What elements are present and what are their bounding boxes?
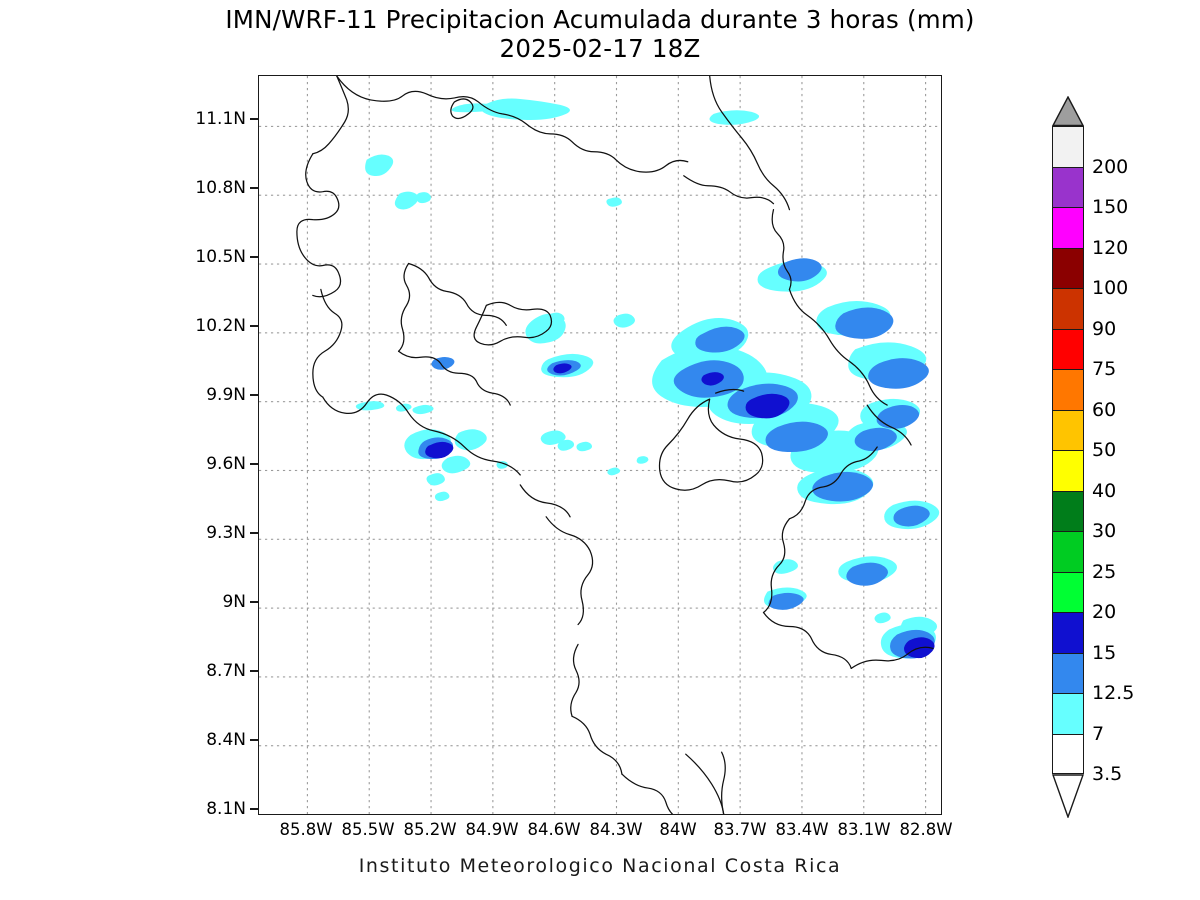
colorbar-tick-label: 50 [1092,439,1117,461]
colorbar-band[interactable] [1052,652,1084,693]
x-axis-tick-label: 83.7W [713,820,767,839]
y-axis-tick-mark [250,670,259,672]
x-axis-tick-label: 83.1W [837,820,891,839]
colorbar-band[interactable] [1052,531,1084,572]
y-axis-tick-mark [250,463,259,465]
x-axis-tick-label: 85.8W [279,820,333,839]
colorbar-band[interactable] [1052,733,1084,774]
y-axis-tick-label: 8.1N [206,799,246,819]
colorbar-band[interactable] [1052,247,1084,288]
colorbar-band[interactable] [1052,693,1084,734]
colorbar-tick-label: 12.5 [1092,682,1135,704]
y-axis-tick-mark [250,739,259,741]
y-axis-tick-label: 8.4N [206,730,246,750]
y-axis-tick-label: 9.9N [206,385,246,405]
colorbar-under-cap [1052,774,1084,820]
colorbar-tick-label: 30 [1092,520,1117,542]
y-axis-tick-mark [250,256,259,258]
grid-horizontal [259,125,941,747]
colorbar-band[interactable] [1052,369,1084,410]
colorbar-tick-label: 120 [1092,236,1129,259]
x-axis-tick-label: 84W [659,820,697,839]
title-line-main: IMN/WRF-11 Precipitacion Acumulada duran… [225,5,975,34]
map-canvas [259,76,941,814]
colorbar-band[interactable] [1052,450,1084,491]
colorbar-band[interactable] [1052,328,1084,369]
title-line-datetime: 2025-02-17 18Z [499,33,701,63]
x-axis-tick-label: 83.4W [775,820,829,839]
colorbar-band[interactable] [1052,288,1084,329]
colorbar-tick-label: 60 [1092,398,1117,421]
x-axis-tick-label: 82.8W [899,820,953,839]
colorbar-tick-label: 20 [1092,601,1117,623]
colorbar-tick-label: 100 [1092,277,1129,299]
y-axis-tick-mark [250,808,259,810]
page-title: IMN/WRF-11 Precipitacion Acumulada duran… [0,5,1200,64]
colorbar-tick-label: 7 [1092,722,1105,745]
x-axis-tick-label: 84.9W [465,820,519,839]
colorbar-band[interactable] [1052,207,1084,248]
colorbar-legend[interactable]: 200 150 120 100 90 75 60 50 40 30 25 20 15 12.5 7 3.5 [1051,95,1192,820]
x-axis-tick-label: 85.5W [341,820,395,839]
colorbar-band[interactable] [1052,490,1084,531]
x-axis-tick-label: 84.3W [589,820,643,839]
x-axis-tick-label: 85.2W [403,820,457,839]
colorbar-band[interactable] [1052,571,1084,612]
y-axis-tick-mark [250,187,259,189]
colorbar-tick-label: 150 [1092,196,1129,218]
map-plot-area[interactable] [258,75,942,815]
colorbar-band[interactable] [1052,612,1084,653]
y-axis-tick-label: 9.3N [206,523,246,543]
y-axis-tick-mark [250,601,259,603]
y-axis-tick-mark [250,532,259,534]
y-axis-tick-mark [250,118,259,120]
colorbar-band[interactable] [1052,166,1084,207]
y-axis: 11.1N 10.8N 10.5N 10.2N 9.9N 9.6N 9.3N 9N 8.7N 8.… [150,0,246,900]
precip-contour-7-12_5 [418,258,935,659]
y-axis-tick-label: 9.6N [206,454,246,474]
colorbar-tick-label: 3.5 [1092,763,1123,785]
y-axis-tick-label: 10.8N [195,178,246,198]
colorbar-over-cap [1051,95,1085,127]
colorbar-tick-label: 200 [1092,155,1129,178]
footer-credit: Instituto Meteorologico Nacional Costa R… [358,855,842,877]
colorbar-band[interactable] [1052,126,1084,167]
colorbar-tick-label: 90 [1092,317,1117,340]
y-axis-tick-label: 8.7N [206,661,246,681]
colorbar-tick-label: 75 [1092,358,1117,380]
y-axis-tick-label: 10.5N [195,247,246,267]
x-axis-tick-label: 84.6W [527,820,581,839]
colorbar-tick-label: 15 [1092,641,1117,664]
y-axis-tick-label: 11.1N [195,109,246,129]
colorbar-tick-label: 25 [1092,560,1117,583]
y-axis-tick-mark [250,325,259,327]
coastline-overlay [296,76,934,814]
y-axis-tick-label: 10.2N [195,316,246,336]
colorbar-band[interactable] [1052,409,1084,450]
y-axis-tick-label: 9N [222,592,246,612]
y-axis-tick-mark [250,394,259,396]
colorbar-tick-label: 40 [1092,479,1117,502]
